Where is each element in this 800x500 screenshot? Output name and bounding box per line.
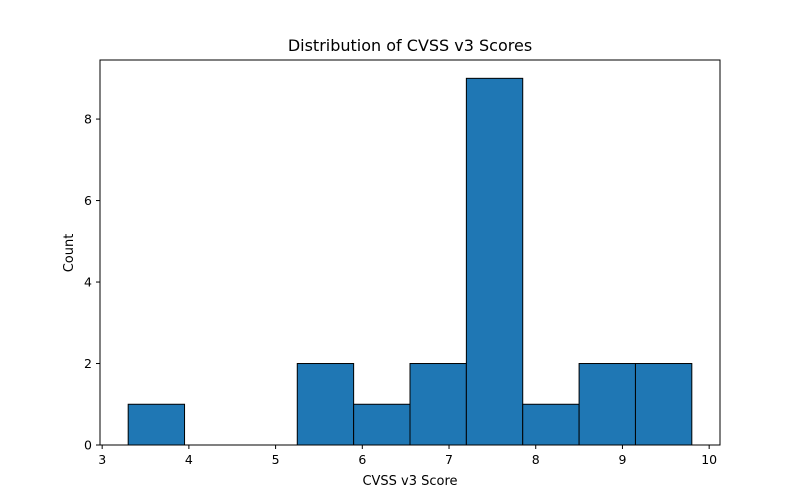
plot-frame: [99, 59, 721, 446]
x-tick-label: 4: [185, 452, 193, 467]
y-axis-label: Count: [62, 234, 77, 273]
y-tick-label: 2: [84, 356, 92, 371]
histogram-bar-7: [522, 403, 580, 446]
x-tick-label: 8: [532, 452, 540, 467]
y-tick-label: 4: [84, 275, 92, 290]
histogram-bar-8: [578, 363, 636, 446]
y-axis: 0 2 4 6 8: [84, 112, 100, 453]
x-tick-label: 3: [98, 452, 106, 467]
histogram-bar-0: [127, 403, 186, 446]
bars-group: [127, 77, 693, 446]
x-tick-label: 7: [445, 452, 453, 467]
histogram-bar-6: [465, 77, 524, 446]
x-tick-label: 5: [272, 452, 280, 467]
x-axis-label: CVSS v3 Score: [362, 474, 457, 489]
x-tick-label: 9: [618, 452, 626, 467]
histogram-bar-9: [634, 363, 693, 446]
histogram-bar-4: [353, 403, 411, 446]
y-tick-label: 6: [84, 193, 92, 208]
y-tick-label: 8: [84, 112, 92, 127]
x-axis: 3 4 5 6 7 8 9 10: [98, 445, 717, 467]
histogram-bar-5: [409, 363, 467, 446]
chart-title: Distribution of CVSS v3 Scores: [288, 36, 532, 55]
y-tick-label: 0: [84, 438, 92, 453]
histogram-bar-3: [296, 363, 355, 446]
x-tick-label: 6: [358, 452, 366, 467]
x-tick-label: 10: [701, 452, 717, 467]
